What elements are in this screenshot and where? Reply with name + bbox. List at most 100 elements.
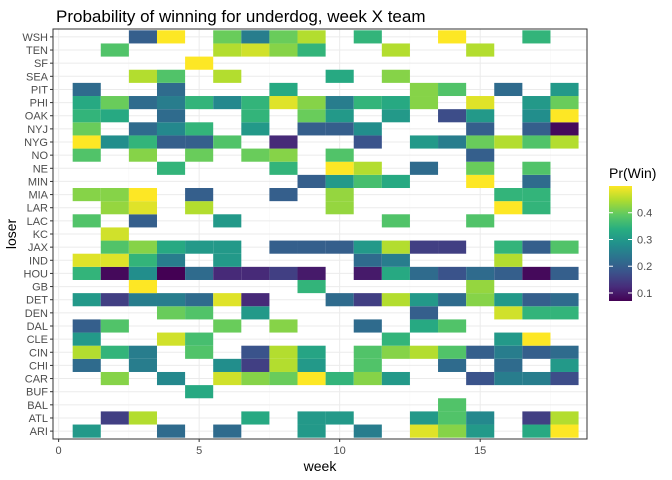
heatmap-cell: [438, 135, 467, 149]
heatmap-cell: [353, 30, 382, 44]
heatmap-cell: [381, 266, 410, 280]
heatmap-cell: [381, 43, 410, 57]
heatmap-cell: [185, 240, 214, 254]
heatmap-cell: [269, 371, 298, 386]
heatmap-cell: [269, 266, 298, 280]
heatmap-cell: [353, 293, 382, 307]
heatmap-cell: [128, 240, 157, 254]
y-tick-label: MIA: [28, 190, 48, 202]
heatmap-cell: [550, 358, 579, 372]
heatmap-cell: [325, 148, 354, 162]
heatmap-cell: [438, 319, 467, 333]
heatmap-cell: [353, 253, 382, 267]
heatmap-cell: [156, 96, 186, 110]
heatmap-cell: [72, 358, 101, 372]
heatmap-cell: [325, 240, 354, 254]
y-tick-label: CAR: [25, 374, 48, 386]
heatmap-cell: [466, 293, 495, 307]
heatmap-cell: [128, 148, 157, 162]
heatmap-cell: [156, 253, 186, 267]
heatmap-cell: [72, 96, 101, 110]
heatmap-cell: [213, 293, 242, 307]
heatmap-cell: [466, 148, 495, 162]
heatmap-cell: [128, 69, 157, 83]
y-tick-label: JAX: [28, 242, 49, 254]
heatmap-cell: [72, 135, 101, 149]
heatmap-cell: [522, 424, 551, 438]
heatmap-cell: [241, 96, 270, 110]
y-tick-label: NYG: [24, 137, 48, 149]
heatmap-cell: [128, 214, 157, 228]
heatmap-cell: [156, 266, 186, 280]
heatmap-cell: [325, 122, 354, 136]
heatmap-cell: [100, 319, 129, 333]
heatmap-cell: [128, 266, 157, 280]
heatmap-cell: [297, 30, 326, 44]
heatmap-cell: [128, 201, 157, 215]
heatmap-cell: [185, 122, 214, 136]
heatmap-cell: [494, 240, 523, 254]
y-axis-title: loser: [3, 218, 19, 249]
heatmap-cell: [269, 161, 298, 175]
legend-tick-label: 0.1: [637, 288, 652, 300]
heatmap-cell: [353, 174, 382, 189]
heatmap-cell: [241, 109, 270, 123]
heatmap-cell: [100, 411, 129, 425]
heatmap-cell: [213, 371, 242, 386]
heatmap-cell: [325, 411, 354, 425]
heatmap-cell: [381, 332, 410, 346]
heatmap-cell: [241, 122, 270, 136]
heatmap-cell: [438, 424, 467, 438]
y-tick-label: BAL: [27, 400, 48, 412]
heatmap-cell: [409, 293, 439, 307]
heatmap-cell: [409, 345, 439, 359]
heatmap-cell: [100, 266, 129, 280]
heatmap-cell: [185, 345, 214, 359]
heatmap-cell: [185, 56, 214, 70]
heatmap-cell: [409, 96, 439, 110]
heatmap-cell: [550, 424, 579, 438]
heatmap-cell: [297, 240, 326, 254]
heatmap-cell: [409, 135, 439, 149]
heatmap-cell: [353, 96, 382, 110]
heatmap-cell: [156, 240, 186, 254]
heatmap-cell: [72, 332, 101, 346]
heatmap-cell: [185, 188, 214, 202]
heatmap-cell: [494, 82, 523, 97]
heatmap-cell: [100, 135, 129, 149]
heatmap-cell: [438, 266, 467, 280]
heatmap-cell: [185, 306, 214, 320]
heatmap-cell: [269, 345, 298, 359]
y-tick-label: NE: [33, 163, 48, 175]
heatmap-cell: [494, 293, 523, 307]
heatmap-cell: [466, 161, 495, 175]
heatmap-cell: [128, 96, 157, 110]
heatmap-cell: [269, 135, 298, 149]
heatmap-cell: [297, 122, 326, 136]
heatmap-cell: [325, 188, 354, 202]
heatmap-cell: [550, 109, 579, 123]
y-tick-label: PHI: [30, 98, 48, 110]
heatmap-cell: [128, 122, 157, 136]
y-tick-label: LAR: [27, 203, 48, 215]
heatmap-cell: [550, 135, 579, 149]
heatmap-cell: [409, 424, 439, 438]
heatmap-cell: [100, 43, 129, 57]
heatmap-cell: [100, 227, 129, 241]
heatmap-cell: [297, 43, 326, 57]
heatmap-cell: [381, 240, 410, 254]
heatmap-cell: [353, 122, 382, 136]
y-tick-label: CHI: [29, 360, 48, 372]
heatmap-cell: [241, 371, 270, 386]
heatmap-cell: [381, 214, 410, 228]
heatmap-cell: [156, 161, 186, 175]
heatmap-cell: [550, 371, 579, 386]
heatmap-cell: [438, 109, 467, 123]
chart-title: Probability of winning for underdog, wee…: [56, 7, 425, 26]
heatmap-cell: [100, 201, 129, 215]
heatmap-cell: [297, 266, 326, 280]
heatmap-cell: [185, 135, 214, 149]
heatmap-cell: [72, 345, 101, 359]
x-tick-label: 0: [56, 445, 62, 457]
